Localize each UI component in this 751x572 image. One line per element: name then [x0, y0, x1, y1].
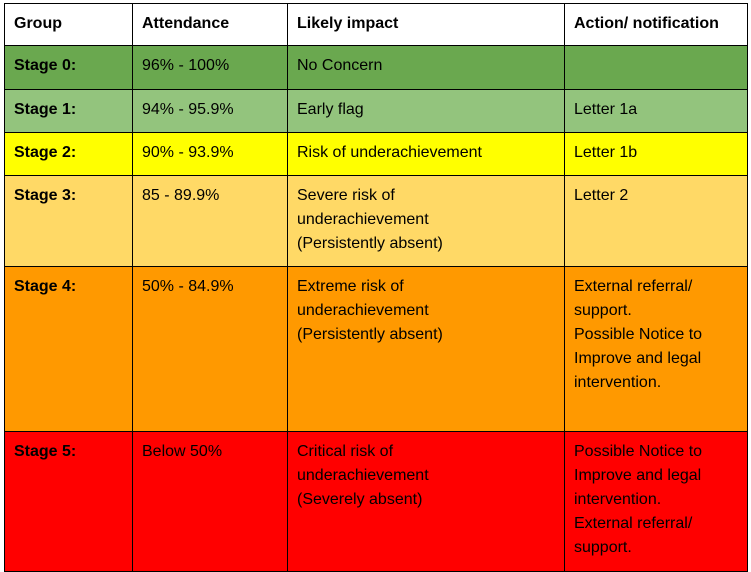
- impact-line: Severe risk of: [297, 187, 395, 204]
- impact-cell: Severe risk of underachievement (Persisten…: [287, 175, 565, 267]
- group-cell: Stage 0:: [4, 45, 133, 90]
- impact-line: (Severely absent): [297, 491, 423, 508]
- action-cell: Letter 1a: [564, 89, 748, 133]
- attendance-cell: 94% - 95.9%: [132, 89, 288, 133]
- header-action-notification: Action/ notification: [564, 3, 748, 46]
- impact-line: underachievement: [297, 302, 429, 319]
- header-row: Group Attendance Likely impact Action/ n…: [4, 3, 748, 46]
- action-line: Improve and legal: [574, 350, 702, 367]
- group-cell: Stage 2:: [4, 132, 133, 176]
- impact-line: Risk of underachievement: [297, 144, 482, 161]
- action-cell: Letter 2: [564, 175, 748, 267]
- impact-cell: Extreme risk of underachievement (Persiste…: [287, 266, 565, 432]
- impact-line: (Persistently absent): [297, 326, 443, 343]
- header-likely-impact: Likely impact: [287, 3, 565, 46]
- action-line: support.: [574, 539, 632, 556]
- impact-cell: No Concern: [287, 45, 565, 90]
- action-line: Possible Notice to: [574, 326, 703, 343]
- impact-line: Extreme risk of: [297, 278, 404, 295]
- header-group: Group: [4, 3, 133, 46]
- table-row: Stage 2: 90% - 93.9% Risk of underachievem…: [4, 132, 748, 176]
- attendance-table: Group Attendance Likely impact Action/ n…: [4, 3, 748, 572]
- action-line: Letter 2: [574, 187, 629, 204]
- table-row: Stage 4: 50% - 84.9% Extreme risk of undera…: [4, 266, 748, 432]
- action-line: support.: [574, 302, 632, 319]
- impact-line: (Persistently absent): [297, 235, 443, 252]
- action-cell: Letter 1b: [564, 132, 748, 176]
- group-cell: Stage 1:: [4, 89, 133, 133]
- action-line: Possible Notice to: [574, 443, 703, 460]
- impact-cell: Critical risk of underachievement (Severel…: [287, 431, 565, 572]
- impact-line: underachievement: [297, 211, 429, 228]
- action-line: Letter 1a: [574, 101, 638, 118]
- impact-cell: Risk of underachievement: [287, 132, 565, 176]
- action-cell: [564, 45, 748, 90]
- impact-cell: Early flag: [287, 89, 565, 133]
- impact-line: No Concern: [297, 57, 383, 74]
- action-line: intervention.: [574, 374, 662, 391]
- attendance-cell: 85 - 89.9%: [132, 175, 288, 267]
- group-cell: Stage 5:: [4, 431, 133, 572]
- action-line: Improve and legal: [574, 467, 702, 484]
- action-cell: External referral/support. Possible Notic…: [564, 266, 748, 432]
- group-cell: Stage 3:: [4, 175, 133, 267]
- action-line: External referral/: [574, 515, 693, 532]
- group-cell: Stage 4:: [4, 266, 133, 432]
- attendance-cell: 50% - 84.9%: [132, 266, 288, 432]
- impact-line: underachievement: [297, 467, 429, 484]
- table-row: Stage 5: Below 50% Critical risk of underac…: [4, 431, 748, 572]
- header-attendance: Attendance: [132, 3, 288, 46]
- action-cell: Possible Notice to Improve and legal inter…: [564, 431, 748, 572]
- attendance-cell: Below 50%: [132, 431, 288, 572]
- action-line: External referral/: [574, 278, 693, 295]
- table-row: Stage 0: 96% - 100% No Concern: [4, 45, 748, 90]
- action-line: intervention.: [574, 491, 662, 508]
- attendance-cell: 90% - 93.9%: [132, 132, 288, 176]
- impact-line: Critical risk of: [297, 443, 394, 460]
- impact-line: Early flag: [297, 101, 364, 118]
- table-row: Stage 3: 85 - 89.9% Severe risk of underach…: [4, 175, 748, 267]
- attendance-cell: 96% - 100%: [132, 45, 288, 90]
- action-line: Letter 1b: [574, 144, 638, 161]
- table-row: Stage 1: 94% - 95.9% Early flag Letter 1a: [4, 89, 748, 133]
